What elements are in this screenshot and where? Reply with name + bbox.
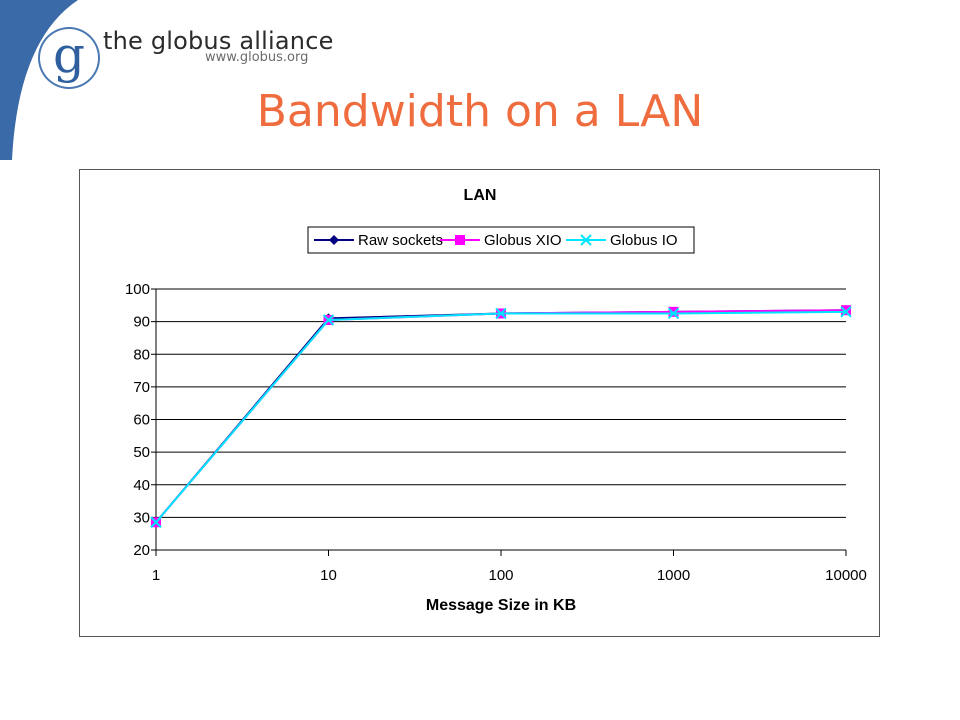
marker-stroke xyxy=(667,307,680,320)
brand-name: the globus alliance xyxy=(103,27,334,55)
x-tick-label: 10 xyxy=(320,567,337,584)
y-tick-label: 90 xyxy=(133,314,150,331)
y-tick-label: 20 xyxy=(133,542,150,559)
globus-logo: g xyxy=(38,27,100,89)
point-marker-square xyxy=(455,235,465,245)
y-tick-label: 80 xyxy=(133,346,150,363)
brand-url: www.globus.org xyxy=(205,50,309,65)
line-chart: LAN Raw sockets Globus XIO Globus IO 20 30 4… xyxy=(125,187,867,614)
chart-title: LAN xyxy=(464,187,497,204)
legend-label: Raw sockets xyxy=(358,232,443,249)
series-globus-xio xyxy=(151,305,851,528)
point-marker-x xyxy=(495,307,507,320)
marker-stroke xyxy=(840,306,852,318)
marker-stroke xyxy=(495,307,507,320)
x-tick-label: 100 xyxy=(488,567,513,584)
y-tick-label: 100 xyxy=(125,281,150,298)
x-axis-title: Message Size in KB xyxy=(426,597,576,614)
grid-layer xyxy=(156,288,846,551)
series-layer xyxy=(150,305,852,528)
series-raw-sockets xyxy=(151,305,851,528)
y-tick-label: 70 xyxy=(133,379,150,396)
series-line xyxy=(155,309,847,523)
x-tick-label: 10000 xyxy=(825,567,867,584)
x-tick-label: 1 xyxy=(152,567,160,584)
y-tick-label: 50 xyxy=(133,444,150,461)
x-tick-label: 1000 xyxy=(657,567,690,584)
legend-label: Globus IO xyxy=(610,232,678,249)
logo-letter: g xyxy=(52,26,85,84)
point-marker-x xyxy=(667,307,680,320)
slide-title: Bandwidth on a LAN xyxy=(256,86,704,137)
point-marker-square xyxy=(668,306,679,317)
point-marker-x xyxy=(580,234,592,246)
legend-box xyxy=(307,226,695,254)
point-marker-x xyxy=(322,314,335,326)
y-tick-label: 40 xyxy=(133,477,150,494)
legend-entry: Raw sockets xyxy=(314,232,443,249)
series-globus-io xyxy=(150,306,852,528)
y-tick-label: 60 xyxy=(133,412,150,429)
series-line xyxy=(155,309,847,523)
legend-label: Globus XIO xyxy=(484,232,562,249)
y-tick-label: 30 xyxy=(133,509,150,526)
legend-entry: Globus XIO xyxy=(440,232,562,249)
series-line xyxy=(155,310,847,523)
marker-stroke xyxy=(150,516,162,528)
legend-entry: Globus IO xyxy=(566,232,678,249)
point-marker-square xyxy=(841,305,851,316)
marker-stroke xyxy=(322,314,335,326)
point-marker-x xyxy=(840,306,852,318)
header-swoosh xyxy=(0,0,78,160)
point-marker-diamond xyxy=(329,235,339,245)
chart-frame: LAN Raw sockets Globus XIO Globus IO 20 30 4… xyxy=(79,169,880,637)
marker-stroke xyxy=(580,234,592,246)
point-marker-x xyxy=(150,516,162,528)
chart-legend: Raw sockets Globus XIO Globus IO xyxy=(307,226,695,254)
